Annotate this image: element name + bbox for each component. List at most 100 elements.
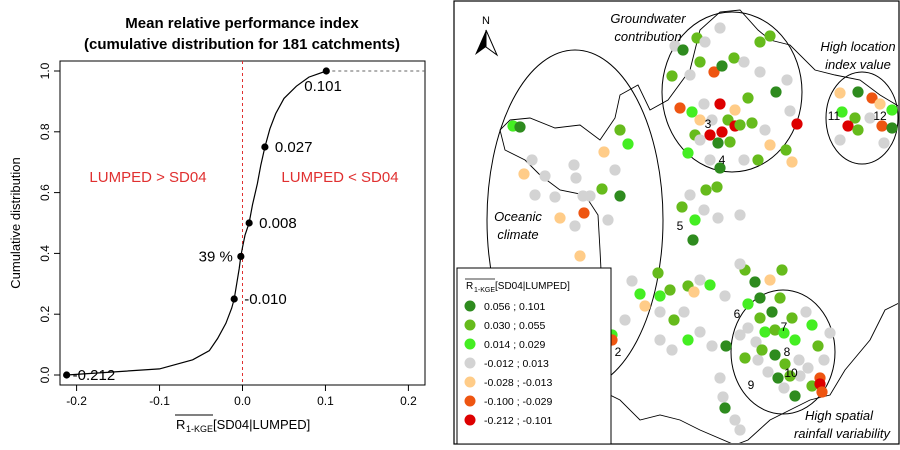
catchment-point [714,162,726,174]
cdf-point-label: 0.008 [259,215,297,232]
catchment-point [704,129,716,141]
catchment-point [634,288,646,300]
catchment-point [711,181,723,193]
catchment-point [834,134,846,146]
catchment-point [570,172,582,184]
catchment-number: 7 [781,320,788,334]
catchment-number: 12 [873,109,887,123]
x-tick-label: 0.0 [234,394,251,408]
legend-label: -0.212 ; -0.101 [484,415,552,427]
catchment-point [800,306,812,318]
catchment-point [704,279,716,291]
catchment-point [770,86,782,98]
catchment-point [791,118,803,130]
catchment-point [866,92,878,104]
catchment-point [734,329,746,341]
catchment-point [596,183,608,195]
catchment-point [750,336,762,348]
catchment-point [769,349,781,361]
catchment-point [774,292,786,304]
region-groundwater [661,11,803,173]
catchment-number: 8 [784,345,791,359]
map-points [507,22,898,436]
catchment-point [569,220,581,232]
catchment-point [602,214,614,226]
legend-swatch [464,376,476,388]
cdf-point-label: -0.212 [73,367,116,384]
y-tick-label: 0.6 [38,184,52,201]
catchment-point [729,414,741,426]
catchment-point [682,147,694,159]
catchment-point [666,70,678,82]
catchment-number: 5 [677,219,684,233]
catchment-point [886,122,898,134]
catchment-point [609,164,621,176]
label-rainfall-variability: rainfall variability [794,426,892,441]
cdf-point-label: -0.010 [244,291,287,308]
catchment-point [759,326,771,338]
label-high-location: High location [820,39,895,54]
y-tick-label: 0.8 [38,123,52,140]
catchment-point [717,391,729,403]
catchment-point [886,104,898,116]
cdf-point [63,371,71,379]
catchment-point [759,124,771,136]
x-label-rest: [SD04|LUMPED] [213,417,310,432]
catchment-point [678,306,690,318]
cdf-y-axis-label: Cumulative distribution [8,157,23,289]
legend-swatch [464,338,476,350]
cdf-title: Mean relative performance index [125,15,359,32]
catchment-point [708,66,720,78]
catchment-point [816,386,828,398]
catchment-point [694,114,706,126]
catchment-point [716,126,728,138]
catchment-point [682,334,694,346]
label-oceanic: Oceanic [494,209,542,224]
catchment-point [786,156,798,168]
x-label-symbol: R [176,417,185,432]
catchment-point [752,354,764,366]
catchment-point [852,124,864,136]
annotation-lumped-greater: LUMPED > SD04 [89,169,206,186]
catchment-point [704,154,716,166]
catchment-point [793,354,805,366]
catchment-point [864,112,876,124]
cdf-subtitle: (cumulative distribution for 181 catchme… [84,36,400,53]
catchment-point [734,258,746,270]
catchment-point [664,284,676,296]
catchment-point [849,112,861,124]
catchment-point [729,104,741,116]
legend-swatch [464,395,476,407]
catchment-point [698,98,710,110]
catchment-point [694,326,706,338]
x-tick-label: -0.1 [149,394,170,408]
y-tick-label: 0.4 [38,245,52,262]
catchment-point [689,214,701,226]
catchment-point [720,340,732,352]
catchment-number: 9 [748,378,755,392]
legend-swatch [464,300,476,312]
legend-label: 0.030 ; 0.055 [484,320,545,332]
catchment-point [749,276,761,288]
legend-items: 0.056 ; 0.101 0.030 ; 0.055 0.014 ; 0.029 -… [464,300,552,427]
catchment-point [699,36,711,48]
catchment-point [752,154,764,166]
cdf-point-label: 0.027 [275,139,313,156]
cdf-curve [66,70,327,376]
catchment-point [746,117,758,129]
catchment-point [622,138,634,150]
map-panel: N Groundwater contribution High location… [453,0,900,445]
legend-title-subscript: 1-KGE [474,287,495,294]
catchment-point [784,370,796,382]
catchment-point [684,69,696,81]
cdf-point-label: 0.101 [304,78,342,95]
catchment-point [626,275,638,287]
catchment-point [666,344,678,356]
catchment-point [549,191,561,203]
catchment-point [686,106,698,118]
catchment-point [614,124,626,136]
catchment-point [778,382,790,394]
catchment-point [728,52,740,64]
y-tick-label: 0.0 [38,366,52,383]
